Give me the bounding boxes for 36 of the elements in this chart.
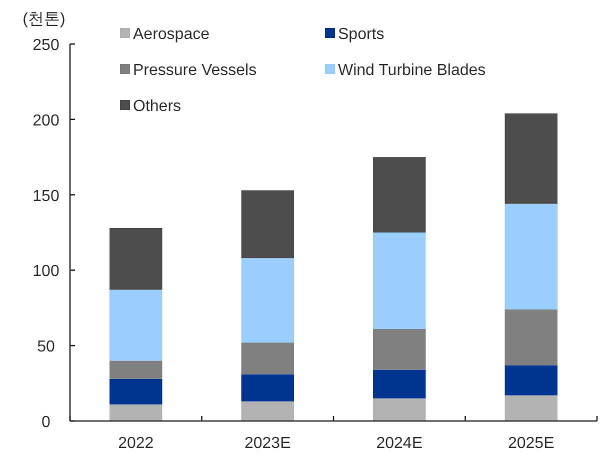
- legend-label: Others: [133, 98, 182, 115]
- bar: [373, 370, 426, 398]
- x-tick-label: 2022: [118, 435, 154, 452]
- bar: [241, 401, 294, 421]
- bar: [110, 290, 162, 361]
- y-tick-label: 150: [32, 188, 60, 205]
- y-axis-title: (천톤): [22, 11, 66, 28]
- bar: [241, 342, 294, 374]
- y-tick-label: 250: [32, 37, 60, 54]
- bar: [241, 190, 294, 258]
- bar: [373, 157, 426, 232]
- bar: [241, 374, 294, 402]
- bar: [504, 365, 558, 396]
- x-tick-label: 2024E: [376, 435, 423, 452]
- bar: [373, 398, 426, 421]
- legend-label: Wind Turbine Blades: [338, 62, 486, 79]
- bar: [504, 395, 558, 421]
- bar: [373, 232, 426, 330]
- legend-label: Aerospace: [133, 26, 210, 43]
- x-tick-label: 2023E: [244, 435, 291, 452]
- bar: [504, 204, 558, 310]
- legend-label: Pressure Vessels: [133, 62, 257, 79]
- y-tick-label: 0: [42, 414, 51, 431]
- bar: [110, 378, 162, 404]
- y-tick-label: 100: [32, 263, 60, 280]
- bar: [504, 309, 558, 366]
- legend-label: Sports: [338, 26, 384, 43]
- bar: [504, 113, 558, 204]
- y-tick-label: 200: [32, 112, 60, 130]
- bar: [110, 360, 162, 379]
- y-tick-label: 50: [37, 338, 55, 356]
- bar: [110, 228, 162, 290]
- bar: [373, 329, 426, 370]
- bar: [110, 404, 162, 421]
- bar: [241, 258, 294, 343]
- x-tick-label: 2025E: [508, 435, 554, 452]
